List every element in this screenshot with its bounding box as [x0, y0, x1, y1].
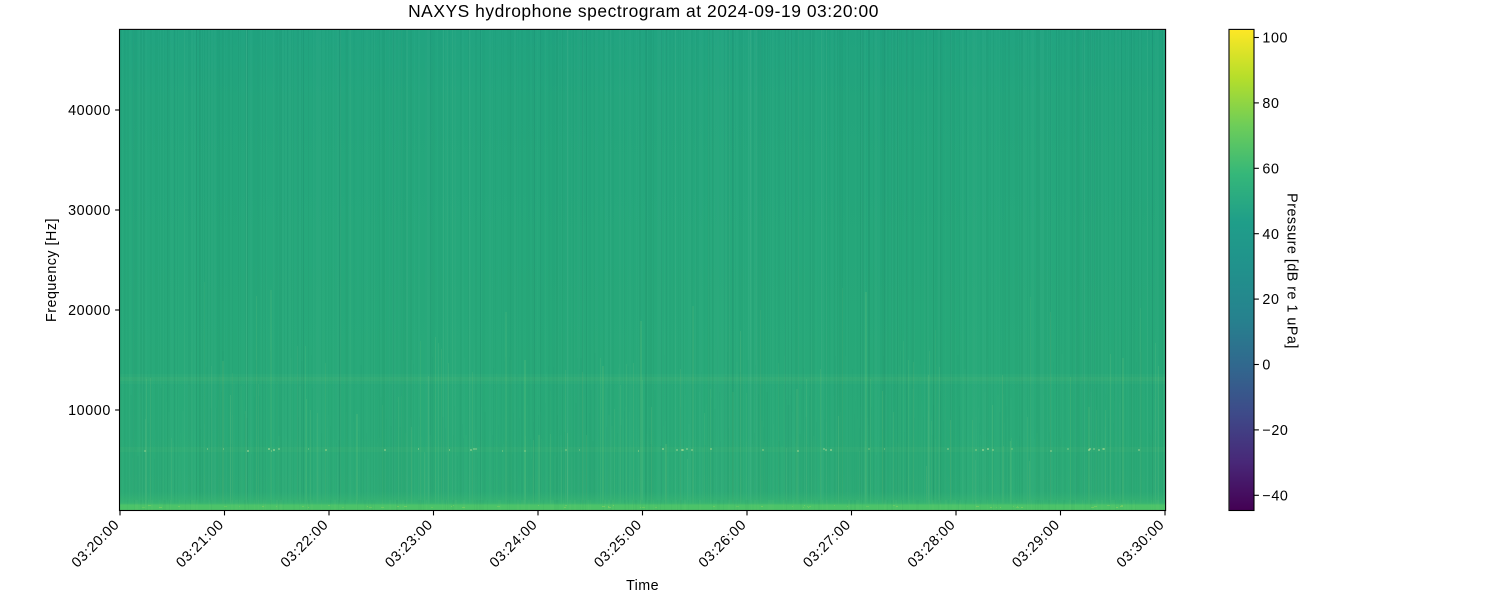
svg-text:Time: Time	[626, 578, 659, 594]
svg-text:NAXYS hydrophone spectrogram a: NAXYS hydrophone spectrogram at 2024-09-…	[408, 1, 879, 21]
svg-text:20: 20	[1262, 292, 1279, 308]
svg-text:03:29:00: 03:29:00	[1009, 517, 1063, 571]
svg-text:03:27:00: 03:27:00	[800, 517, 854, 571]
svg-text:03:24:00: 03:24:00	[487, 517, 541, 571]
svg-text:03:25:00: 03:25:00	[591, 517, 645, 571]
svg-text:03:23:00: 03:23:00	[382, 517, 436, 571]
svg-text:80: 80	[1262, 96, 1279, 112]
svg-text:100: 100	[1262, 31, 1288, 47]
svg-text:03:20:00: 03:20:00	[69, 517, 123, 571]
svg-text:20000: 20000	[68, 303, 111, 319]
svg-text:03:21:00: 03:21:00	[173, 517, 227, 571]
svg-text:03:26:00: 03:26:00	[696, 517, 750, 571]
svg-text:40000: 40000	[68, 103, 111, 119]
svg-text:60: 60	[1262, 161, 1279, 177]
svg-text:Frequency [Hz]: Frequency [Hz]	[44, 218, 60, 322]
svg-text:0: 0	[1262, 358, 1271, 374]
svg-text:30000: 30000	[68, 203, 111, 219]
svg-text:40: 40	[1262, 227, 1279, 243]
svg-text:Pressure [dB re 1 uPa]: Pressure [dB re 1 uPa]	[1284, 193, 1300, 349]
svg-text:03:28:00: 03:28:00	[905, 517, 959, 571]
svg-text:10000: 10000	[68, 403, 111, 419]
svg-text:03:22:00: 03:22:00	[278, 517, 332, 571]
svg-text:−20: −20	[1262, 423, 1288, 439]
svg-text:03:30:00: 03:30:00	[1114, 517, 1168, 571]
svg-text:−40: −40	[1262, 488, 1288, 504]
